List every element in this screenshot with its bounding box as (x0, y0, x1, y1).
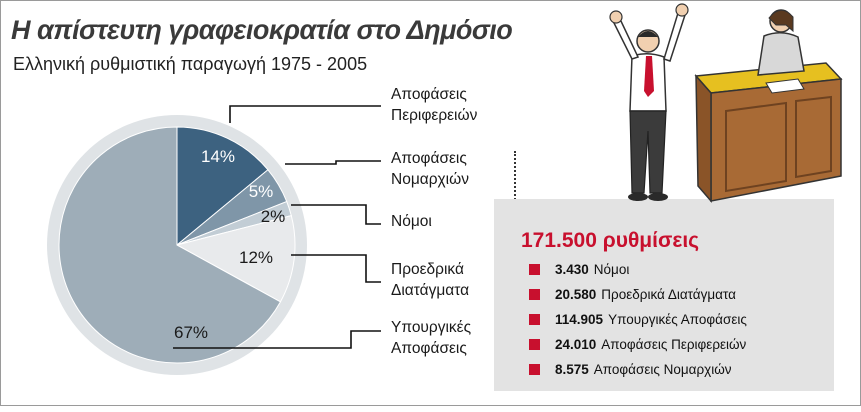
bullet-icon (529, 339, 540, 350)
category-label-line: Νομαρχιών (391, 171, 469, 188)
service-counter-icon (694, 62, 843, 204)
dotted-divider (514, 151, 516, 211)
bullet-icon (529, 314, 540, 325)
totals-item: 3.430 Νόμοι (529, 257, 747, 282)
total-heading: 171.500 ρυθμίσεις (521, 229, 700, 252)
bullet-icon (529, 364, 540, 375)
totals-item: 114.905 Υπουργικές Αποφάσεις (529, 307, 747, 332)
totals-label: Υπουργικές Αποφάσεις (608, 312, 747, 327)
slice-category-label: Αποφάσεις Περιφερειών (391, 84, 477, 126)
leader-line (291, 204, 381, 225)
pie-slice (176, 126, 269, 247)
category-label-line: Διατάγματα (391, 282, 470, 299)
category-label-line: Αποφάσεις (391, 86, 467, 103)
category-label-line: Προεδρικά (391, 261, 464, 278)
category-label-line: Αποφάσεις (391, 150, 467, 167)
pie-slice (58, 126, 282, 364)
totals-count: 24.010 (555, 337, 597, 352)
category-label-line: Αποφάσεις (391, 340, 467, 357)
totals-count: 20.580 (555, 287, 597, 302)
leader-line (291, 254, 381, 283)
slice-category-label: Νόμοι (391, 211, 432, 232)
slice-percent-label: 12% (239, 248, 273, 267)
category-label-line: Περιφερειών (391, 107, 478, 124)
category-label-line: Νόμοι (391, 213, 432, 230)
totals-label: Αποφάσεις Περιφερειών (601, 337, 747, 352)
slice-category-label: Υπουργικές Αποφάσεις (391, 317, 471, 359)
pie-chart: 14% 5% 2% 12% 67% (47, 105, 381, 375)
totals-item: 20.580 Προεδρικά Διατάγματα (529, 282, 747, 307)
leader-line (173, 330, 381, 349)
bullet-icon (529, 264, 540, 275)
totals-count: 3.430 (555, 262, 589, 277)
totals-label: Νόμοι (593, 262, 630, 277)
totals-label: Προεδρικά Διατάγματα (601, 287, 736, 302)
slice-percent-label: 14% (201, 147, 235, 166)
totals-label: Αποφάσεις Νομαρχιών (593, 362, 732, 377)
chart-title: Η απίστευτη γραφειοκρατία στο Δημόσιο (11, 15, 513, 45)
cheering-man-icon (609, 3, 689, 201)
totals-list: 3.430 Νόμοι 20.580 Προεδρικά Διατάγματα 114.… (529, 257, 747, 382)
totals-item: 24.010 Αποφάσεις Περιφερειών (529, 332, 747, 357)
leader-line (229, 105, 381, 123)
clerk-woman-icon (757, 9, 805, 76)
totals-count: 8.575 (555, 362, 589, 377)
illustration (609, 3, 843, 204)
totals-item: 8.575 Αποφάσεις Νομαρχιών (529, 357, 747, 382)
totals-count: 114.905 (555, 312, 604, 327)
leader-line (285, 160, 381, 165)
slice-category-label: Αποφάσεις Νομαρχιών (391, 148, 469, 190)
totals-panel (494, 199, 834, 391)
slice-percent-label: 2% (261, 207, 286, 226)
chart-subtitle: Ελληνική ρυθμιστική παραγωγή 1975 - 2005 (13, 54, 368, 74)
bullet-icon (529, 289, 540, 300)
pie-slice (175, 215, 296, 303)
slice-category-label: Προεδρικά Διατάγματα (391, 259, 469, 301)
category-label-line: Υπουργικές (391, 319, 472, 336)
slice-percent-label: 5% (249, 182, 274, 201)
slice-percent-label: 67% (174, 323, 208, 342)
